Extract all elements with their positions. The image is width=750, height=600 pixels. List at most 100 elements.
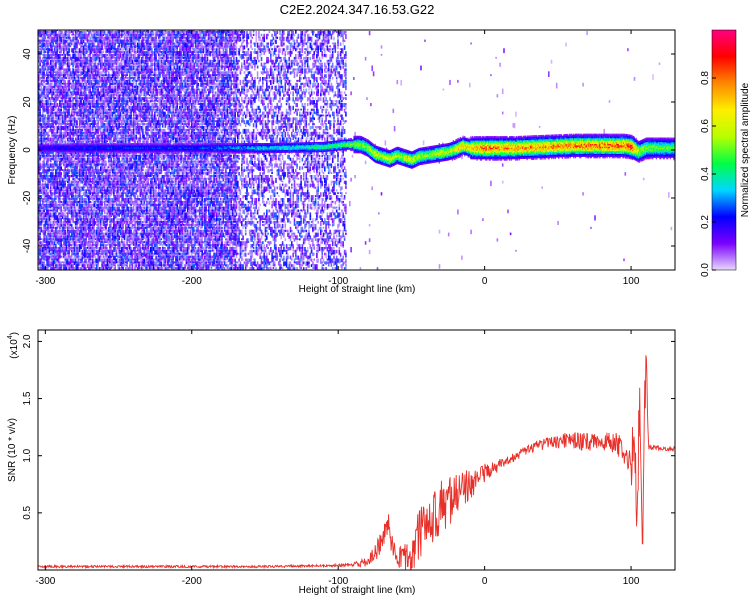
heatmap-cell — [51, 175, 53, 181]
heatmap-cell — [92, 209, 94, 215]
heatmap-cell — [43, 189, 45, 195]
heatmap-cell — [48, 39, 51, 44]
heatmap-cell — [85, 198, 87, 204]
heatmap-cell — [42, 169, 44, 174]
heatmap-cell — [42, 192, 44, 196]
heatmap-cell — [106, 65, 109, 71]
heatmap-cell — [42, 137, 44, 141]
heatmap-cell — [39, 71, 41, 76]
heatmap-cell — [42, 79, 44, 82]
heatmap-cell — [44, 65, 47, 71]
heatmap-cell — [70, 209, 73, 215]
heatmap-cell — [70, 100, 73, 103]
heatmap-cell — [44, 140, 47, 146]
heatmap-cell — [92, 71, 94, 77]
heatmap-cell — [63, 209, 65, 212]
heatmap-cell — [77, 238, 80, 242]
heatmap-cell — [42, 131, 44, 135]
heatmap-cell — [106, 31, 109, 34]
heatmap-cell — [39, 249, 41, 255]
heatmap-cell — [47, 100, 49, 105]
heatmap-cell — [99, 123, 102, 127]
heatmap-cell — [48, 54, 51, 60]
heatmap-cell — [48, 123, 51, 128]
heatmap-cell — [39, 218, 41, 221]
heatmap-cell — [106, 195, 109, 198]
heatmap-cell — [70, 117, 73, 121]
heatmap-cell — [106, 247, 109, 252]
heatmap-cell — [70, 200, 73, 205]
heatmap-cell — [38, 54, 40, 58]
heatmap-cell — [45, 206, 48, 212]
heatmap-cell — [77, 192, 80, 196]
heatmap-cell — [42, 77, 44, 82]
heatmap-cell — [52, 244, 55, 249]
heatmap-cell — [70, 48, 73, 53]
heatmap-cell — [122, 229, 124, 234]
heatmap-cell — [70, 223, 73, 227]
heatmap-cell — [48, 114, 51, 120]
heatmap-cell — [38, 192, 40, 198]
heatmap-cell — [45, 31, 48, 36]
heatmap-cell — [92, 247, 94, 250]
heatmap-cell — [49, 88, 52, 94]
heatmap-cell — [51, 108, 53, 114]
heatmap-cell — [38, 134, 40, 137]
heatmap-cell — [43, 247, 45, 251]
heatmap-cell — [40, 42, 43, 48]
heatmap-cell — [106, 56, 109, 63]
heatmap-cell — [48, 198, 51, 202]
heatmap-cell — [48, 235, 51, 240]
heatmap-cell — [99, 59, 102, 66]
heatmap-cell — [52, 247, 55, 253]
heatmap-cell — [92, 218, 94, 224]
heatmap-cell — [106, 33, 109, 37]
heatmap-cell — [40, 85, 43, 89]
heatmap-cell — [53, 244, 56, 249]
heatmap-cell — [77, 226, 80, 231]
heatmap-cell — [47, 134, 49, 139]
heatmap-cell — [63, 160, 65, 167]
heatmap-cell — [44, 172, 47, 176]
heatmap-cell — [48, 91, 51, 95]
heatmap-cell — [106, 252, 109, 256]
heatmap-cell — [48, 163, 51, 168]
heatmap-cell — [70, 258, 73, 264]
heatmap-cell — [55, 212, 57, 216]
heatmap-cell — [40, 252, 43, 258]
heatmap-cell — [40, 131, 43, 136]
heatmap-cell — [39, 140, 41, 143]
heatmap-cell — [38, 261, 40, 266]
heatmap-cell — [38, 30, 40, 34]
heatmap-cell — [49, 97, 52, 101]
heatmap-cell — [38, 117, 40, 123]
heatmap-cell — [49, 114, 52, 117]
heatmap-cell — [63, 71, 65, 76]
heatmap-cell — [114, 71, 116, 77]
heatmap-cell — [51, 232, 53, 238]
heatmap-cell — [40, 177, 43, 181]
heatmap-cell — [55, 255, 57, 261]
heatmap-cell — [51, 157, 53, 160]
heatmap-cell — [38, 51, 40, 55]
heatmap-cell — [106, 97, 109, 103]
heatmap-cell — [85, 91, 87, 97]
heatmap-cell — [99, 71, 102, 74]
heatmap-cell — [42, 71, 44, 76]
heatmap-cell — [63, 33, 65, 38]
heatmap-cell — [122, 264, 124, 269]
heatmap-cell — [42, 212, 44, 215]
heatmap-cell — [63, 241, 65, 245]
heatmap-cell — [70, 42, 73, 46]
heatmap-cell — [44, 100, 47, 103]
heatmap-cell — [48, 108, 51, 114]
heatmap-cell — [43, 48, 45, 53]
heatmap-cell — [106, 198, 109, 203]
heatmap-cell — [38, 226, 40, 232]
heatmap-cell — [43, 226, 45, 230]
heatmap-cell — [47, 261, 49, 267]
heatmap-cell — [53, 267, 56, 270]
heatmap-cell — [99, 195, 102, 199]
heatmap-cell — [51, 71, 53, 77]
heatmap-cell — [47, 117, 49, 121]
